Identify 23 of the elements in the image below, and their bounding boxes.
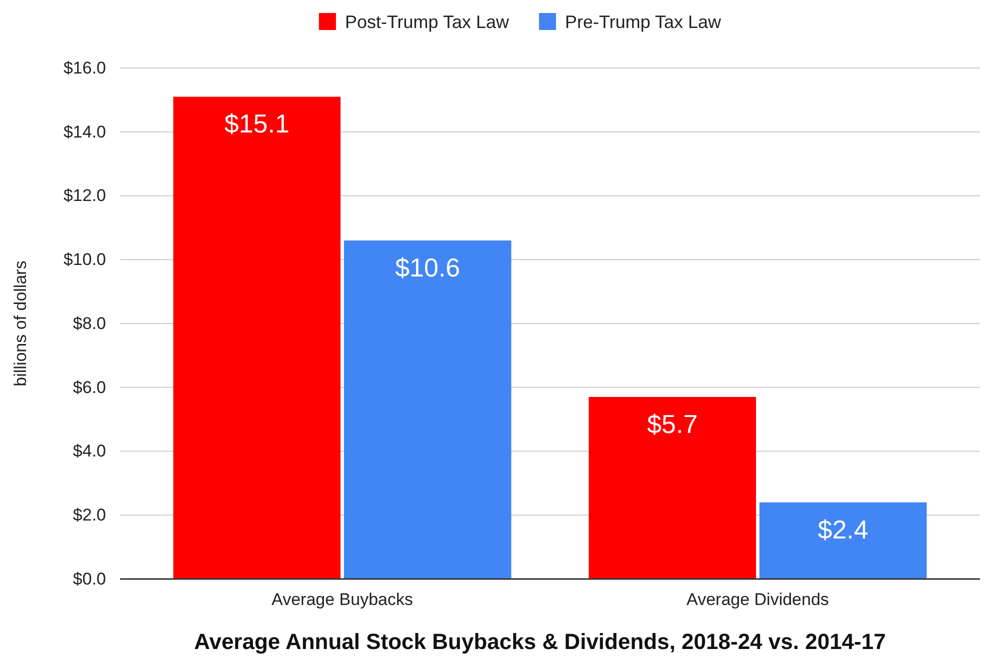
text: Average Annual Stock Buybacks & Dividends, 2018-24 vs. 2014-17 <box>194 629 886 654</box>
y-tick-label: $14.0 <box>63 122 106 142</box>
y-tick-label: $6.0 <box>72 378 106 397</box>
data-label: $15.1 <box>224 108 290 139</box>
bar <box>759 502 927 579</box>
y-tick-label: $8.0 <box>72 314 106 333</box>
data-label: $2.4 <box>818 514 868 544</box>
bar <box>588 396 756 579</box>
x-tick-label: Average Buybacks <box>272 590 413 610</box>
legend-label: Post-Trump Tax Law <box>344 12 510 32</box>
y-tick-label: $0.0 <box>72 569 106 588</box>
y-tick-label: $2.0 <box>72 506 106 525</box>
bar <box>344 240 512 579</box>
bar <box>173 96 341 579</box>
legend-label: Pre-Trump Tax Law <box>565 12 722 32</box>
x-tick-label: Average Dividends <box>686 590 829 610</box>
y-tick-label: $10.0 <box>63 250 106 270</box>
y-axis-title: billions of dollars <box>11 260 30 386</box>
y-tick-label: $4.0 <box>72 442 106 461</box>
y-tick-label: $12.0 <box>63 186 106 206</box>
y-tick-label: $16.0 <box>63 58 106 78</box>
data-label: $5.7 <box>647 408 698 439</box>
data-label: $10.6 <box>395 252 460 282</box>
